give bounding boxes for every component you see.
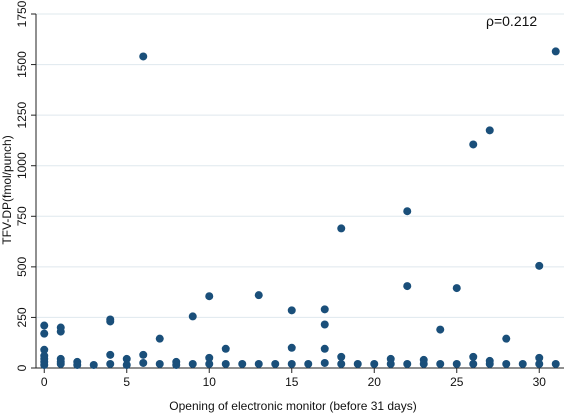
y-tick-label-750: 750 xyxy=(15,206,29,226)
data-point-66 xyxy=(485,126,494,135)
data-point-6 xyxy=(40,360,49,369)
data-point-64 xyxy=(469,352,478,361)
x-tick-label-20: 20 xyxy=(368,375,382,389)
data-point-74 xyxy=(535,359,544,368)
data-point-36 xyxy=(254,291,263,300)
data-point-56 xyxy=(403,359,412,368)
data-point-19 xyxy=(122,354,131,363)
data-point-71 xyxy=(518,359,527,368)
data-point-69 xyxy=(502,334,511,343)
data-point-73 xyxy=(535,353,544,362)
data-point-30 xyxy=(205,292,214,301)
data-point-50 xyxy=(353,359,362,368)
data-point-44 xyxy=(320,320,329,329)
data-point-59 xyxy=(436,325,445,334)
x-tick-label-30: 30 xyxy=(533,375,547,389)
data-point-53 xyxy=(386,359,395,368)
data-point-54 xyxy=(403,207,412,216)
data-point-14 xyxy=(89,360,98,369)
data-point-1 xyxy=(40,329,49,338)
x-axis-label: Opening of electronic monitor (before 31… xyxy=(169,399,416,413)
data-point-51 xyxy=(370,359,379,368)
y-tick-label-1500: 1500 xyxy=(15,51,29,78)
data-point-68 xyxy=(485,359,494,368)
y-tick-label-1750: 1750 xyxy=(15,0,29,27)
data-point-2 xyxy=(40,345,49,354)
data-point-37 xyxy=(254,359,263,368)
y-tick-label-1250: 1250 xyxy=(15,101,29,128)
data-point-18 xyxy=(106,359,115,368)
data-point-28 xyxy=(188,312,197,321)
x-tick-label-15: 15 xyxy=(285,375,299,389)
data-point-16 xyxy=(106,317,115,326)
data-point-55 xyxy=(403,282,412,291)
data-point-63 xyxy=(469,140,478,149)
data-point-27 xyxy=(172,360,181,369)
y-tick-label-0: 0 xyxy=(15,364,29,371)
data-point-65 xyxy=(469,359,478,368)
data-point-35 xyxy=(238,359,247,368)
axes xyxy=(31,13,564,373)
data-point-72 xyxy=(535,261,544,270)
x-tick-label-0: 0 xyxy=(41,375,48,389)
data-points xyxy=(40,47,560,369)
data-point-13 xyxy=(73,360,82,369)
data-point-38 xyxy=(271,359,280,368)
data-point-29 xyxy=(188,359,197,368)
data-point-40 xyxy=(287,343,296,352)
data-point-45 xyxy=(320,344,329,353)
data-point-39 xyxy=(287,306,296,315)
data-point-25 xyxy=(155,359,164,368)
y-axis-label: TFV-DP(fmol/punch) xyxy=(0,135,14,244)
data-point-21 xyxy=(139,52,148,61)
data-point-32 xyxy=(205,359,214,368)
data-point-46 xyxy=(320,358,329,367)
data-point-62 xyxy=(452,359,461,368)
data-point-0 xyxy=(40,321,49,330)
y-tick-label-250: 250 xyxy=(15,307,29,327)
data-point-8 xyxy=(56,327,65,336)
data-point-60 xyxy=(436,359,445,368)
y-tick-label-500: 500 xyxy=(15,257,29,277)
data-point-49 xyxy=(337,359,346,368)
data-point-23 xyxy=(139,358,148,367)
data-point-48 xyxy=(337,352,346,361)
data-point-20 xyxy=(122,360,131,369)
grid-lines xyxy=(36,13,564,318)
data-point-58 xyxy=(419,359,428,368)
y-tick-labels: 0 250 500 750 1000 1250 1500 1750 xyxy=(15,0,29,371)
y-tick-label-1000: 1000 xyxy=(15,152,29,179)
data-point-47 xyxy=(337,224,346,233)
data-point-42 xyxy=(304,359,313,368)
data-point-70 xyxy=(502,359,511,368)
data-point-75 xyxy=(551,47,560,56)
data-point-33 xyxy=(221,344,230,353)
x-tick-labels: 0 5 10 15 20 25 30 xyxy=(41,375,546,389)
x-tick-label-5: 5 xyxy=(123,375,130,389)
data-point-17 xyxy=(106,350,115,359)
data-point-31 xyxy=(205,353,214,362)
x-tick-label-25: 25 xyxy=(450,375,464,389)
data-point-34 xyxy=(221,359,230,368)
data-point-24 xyxy=(155,334,164,343)
data-point-22 xyxy=(139,350,148,359)
data-point-41 xyxy=(287,359,296,368)
data-point-61 xyxy=(452,284,461,293)
data-point-11 xyxy=(56,359,65,368)
x-tick-label-10: 10 xyxy=(203,375,217,389)
data-point-76 xyxy=(551,359,560,368)
correlation-annotation: ρ=0.212 xyxy=(486,13,537,29)
data-point-43 xyxy=(320,305,329,314)
